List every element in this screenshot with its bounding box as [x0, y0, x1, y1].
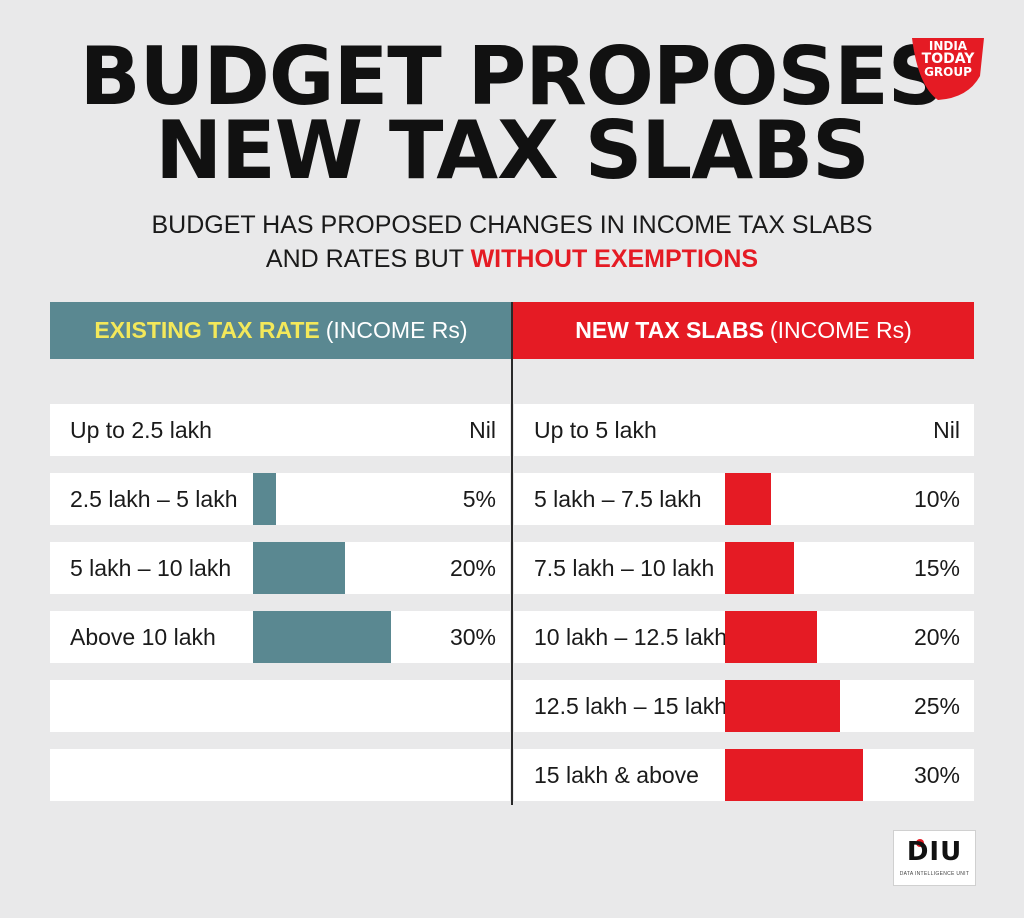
diu-tagline: DATA INTELLIGENCE UNIT — [899, 871, 970, 877]
subtitle-highlight: WITHOUT EXEMPTIONS — [470, 245, 759, 273]
rate-bar — [725, 749, 863, 801]
slab-label: 5 lakh – 7.5 lakh — [534, 486, 702, 512]
existing-tax-row: Above 10 lakh 30% — [50, 611, 510, 663]
rate-bar — [253, 542, 345, 594]
diu-badge: DIU DATA INTELLIGENCE UNIT — [893, 830, 976, 886]
title-line-1: BUDGET PROPOSES — [79, 30, 946, 123]
subtitle-line-2-text: AND RATES BUT — [265, 245, 471, 273]
slab-label: Up to 2.5 lakh — [70, 417, 212, 443]
new-tax-row: Up to 5 lakh Nil — [514, 404, 974, 456]
slab-label: 2.5 lakh – 5 lakh — [70, 486, 238, 512]
existing-tax-row: 5 lakh – 10 lakh 20% — [50, 542, 510, 594]
rate-bar — [725, 680, 840, 732]
new-tax-row: 12.5 lakh – 15 lakh 25% — [514, 680, 974, 732]
subtitle: BUDGET HAS PROPOSED CHANGES IN INCOME TA… — [0, 208, 1024, 276]
rate-value: Nil — [933, 417, 960, 443]
new-tax-row: 10 lakh – 12.5 lakh 20% — [514, 611, 974, 663]
rate-value: 5% — [462, 486, 496, 512]
rate-value: 15% — [913, 555, 960, 581]
rate-value: 30% — [913, 762, 960, 788]
existing-tax-row: Up to 2.5 lakh Nil — [50, 404, 510, 456]
rate-bar — [253, 473, 276, 525]
diu-dot-icon — [916, 839, 924, 847]
rate-value: 10% — [913, 486, 960, 512]
slab-label: 5 lakh – 10 lakh — [70, 555, 232, 581]
rate-value: 20% — [449, 555, 496, 581]
panel-divider — [511, 302, 513, 805]
rate-value: 25% — [913, 693, 960, 719]
slab-label: 12.5 lakh – 15 lakh — [534, 693, 728, 719]
logo-shape-icon — [912, 38, 984, 100]
rate-bar — [725, 542, 794, 594]
existing-tax-header-bold: EXISTING TAX RATE — [94, 317, 320, 343]
rate-value: 20% — [913, 624, 960, 650]
subtitle-line-1: BUDGET HAS PROPOSED CHANGES IN INCOME TA… — [151, 211, 873, 239]
rate-value: 30% — [449, 624, 496, 650]
subtitle-line-2: AND RATES BUT WITHOUT EXEMPTIONS — [0, 242, 1024, 276]
existing-tax-row: 2.5 lakh – 5 lakh 5% — [50, 473, 510, 525]
existing-tax-header: EXISTING TAX RATE (INCOME Rs) — [50, 302, 512, 359]
new-tax-header-bold: NEW TAX SLABS — [575, 317, 764, 343]
new-tax-row: 7.5 lakh – 10 lakh 15% — [514, 542, 974, 594]
existing-tax-header-rest: (INCOME Rs) — [325, 317, 468, 343]
new-tax-row: 5 lakh – 7.5 lakh 10% — [514, 473, 974, 525]
slab-label: 15 lakh & above — [534, 762, 699, 788]
rate-bar — [253, 611, 391, 663]
logo-line-1: INDIA — [928, 39, 968, 53]
new-tax-header: NEW TAX SLABS (INCOME Rs) — [513, 302, 974, 359]
logo-line-3: GROUP — [924, 65, 972, 79]
slab-label: Above 10 lakh — [70, 624, 216, 650]
rate-bar — [725, 611, 817, 663]
india-today-group-logo: INDIA TODAY GROUP — [908, 36, 988, 102]
slab-label: Up to 5 lakh — [534, 417, 657, 443]
rate-bar — [725, 473, 771, 525]
existing-tax-row — [50, 680, 510, 732]
existing-tax-row — [50, 749, 510, 801]
title-line-2: NEW TAX SLABS — [155, 104, 870, 197]
diu-badge-text: DIU — [906, 837, 963, 867]
slab-label: 10 lakh – 12.5 lakh — [534, 624, 728, 650]
rate-value: Nil — [469, 417, 496, 443]
new-tax-header-rest: (INCOME Rs) — [769, 317, 912, 343]
new-tax-row: 15 lakh & above 30% — [514, 749, 974, 801]
logo-line-2: TODAY — [921, 51, 975, 67]
slab-label: 7.5 lakh – 10 lakh — [534, 555, 715, 581]
page-title: BUDGET PROPOSES NEW TAX SLABS — [0, 30, 1024, 197]
